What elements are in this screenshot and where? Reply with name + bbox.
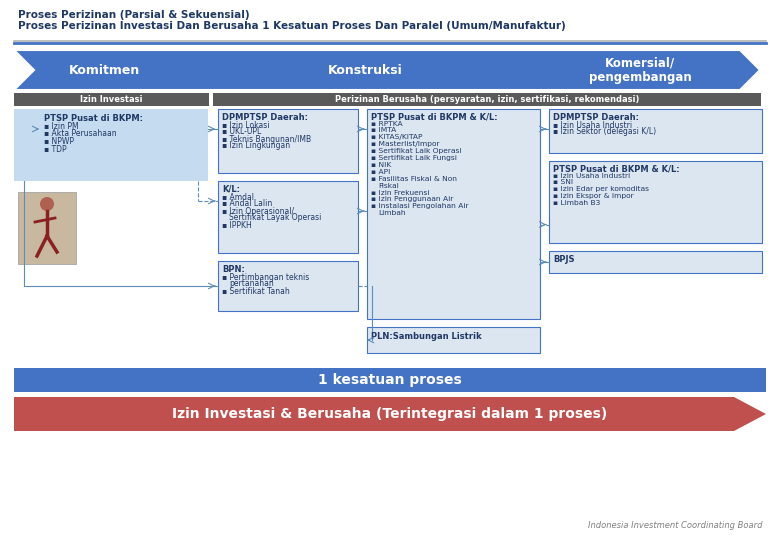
Text: DPMPTSP Daerah:: DPMPTSP Daerah: bbox=[222, 113, 308, 122]
Text: ▪ Izin Sektor (delegasi K/L): ▪ Izin Sektor (delegasi K/L) bbox=[553, 127, 656, 137]
Text: ▪ Teknis Bangunan/IMB: ▪ Teknis Bangunan/IMB bbox=[222, 134, 311, 144]
Bar bbox=[218, 109, 358, 173]
Text: Proses Perizinan Investasi Dan Berusaha 1 Kesatuan Proses Dan Paralel (Umum/Manu: Proses Perizinan Investasi Dan Berusaha … bbox=[18, 21, 566, 31]
Text: ▪ SNI: ▪ SNI bbox=[553, 179, 573, 185]
Text: ▪ Izin Penggunaan Air: ▪ Izin Penggunaan Air bbox=[371, 197, 453, 202]
Text: ▪ KITAS/KITAP: ▪ KITAS/KITAP bbox=[371, 134, 423, 140]
Bar bbox=[367, 109, 540, 319]
Bar bbox=[18, 192, 76, 264]
Text: ▪ RPTKA: ▪ RPTKA bbox=[371, 120, 402, 126]
Text: ▪ Izin Ekspor & Impor: ▪ Izin Ekspor & Impor bbox=[553, 193, 633, 199]
Text: ▪ Sertifikat Tanah: ▪ Sertifikat Tanah bbox=[222, 287, 289, 295]
Polygon shape bbox=[14, 50, 760, 90]
Text: 1 kesatuan proses: 1 kesatuan proses bbox=[318, 373, 462, 387]
Text: ▪ UKL-UPL: ▪ UKL-UPL bbox=[222, 127, 261, 137]
Text: DPMPTSP Daerah:: DPMPTSP Daerah: bbox=[553, 113, 639, 122]
Text: Konstruksi: Konstruksi bbox=[328, 64, 402, 77]
Text: ▪ NPWP: ▪ NPWP bbox=[44, 137, 74, 146]
Text: ▪ NIK: ▪ NIK bbox=[371, 162, 392, 168]
Text: ▪ Amdal: ▪ Amdal bbox=[222, 192, 254, 201]
Text: ▪ Izin PM: ▪ Izin PM bbox=[44, 122, 79, 131]
Text: PTSP Pusat di BKPM & K/L:: PTSP Pusat di BKPM & K/L: bbox=[371, 113, 498, 122]
Bar bbox=[549, 109, 762, 153]
Text: Komitmen: Komitmen bbox=[69, 64, 140, 77]
Bar bbox=[213, 93, 761, 106]
Bar bbox=[549, 251, 762, 273]
Text: ▪ Izin Operasional/: ▪ Izin Operasional/ bbox=[222, 206, 294, 215]
Text: ▪ Fasilitas Fiskal & Non: ▪ Fasilitas Fiskal & Non bbox=[371, 176, 457, 181]
Text: Izin Investasi & Berusaha (Terintegrasi dalam 1 proses): Izin Investasi & Berusaha (Terintegrasi … bbox=[172, 407, 608, 421]
Text: ▪ Akta Perusahaan: ▪ Akta Perusahaan bbox=[44, 130, 117, 138]
Text: ▪ TDP: ▪ TDP bbox=[44, 145, 66, 153]
Text: Komersial/
pengembangan: Komersial/ pengembangan bbox=[589, 56, 691, 84]
Text: Proses Perizinan (Parsial & Sekuensial): Proses Perizinan (Parsial & Sekuensial) bbox=[18, 10, 250, 20]
Text: ▪ Limbah B3: ▪ Limbah B3 bbox=[553, 200, 601, 206]
Text: Sertifikat Layak Operasi: Sertifikat Layak Operasi bbox=[229, 213, 321, 222]
Text: Perizinan Berusaha (persyaratan, izin, sertifikasi, rekomendasi): Perizinan Berusaha (persyaratan, izin, s… bbox=[335, 95, 639, 104]
Text: ▪ Izin Lokasi: ▪ Izin Lokasi bbox=[222, 120, 270, 130]
Text: ▪ Izin Edar per komoditas: ▪ Izin Edar per komoditas bbox=[553, 186, 649, 192]
Text: ▪ Izin Usaha Industri: ▪ Izin Usaha Industri bbox=[553, 172, 630, 179]
Text: Limbah: Limbah bbox=[378, 210, 406, 216]
Bar bbox=[218, 181, 358, 253]
Text: ▪ Andal Lalin: ▪ Andal Lalin bbox=[222, 199, 272, 208]
Text: ▪ IMTA: ▪ IMTA bbox=[371, 127, 396, 133]
Text: BPN:: BPN: bbox=[222, 265, 245, 274]
Text: PTSP Pusat di BKPM:: PTSP Pusat di BKPM: bbox=[44, 114, 143, 123]
Circle shape bbox=[40, 197, 54, 211]
Text: ▪ Izin Frekuensi: ▪ Izin Frekuensi bbox=[371, 190, 430, 195]
Bar bbox=[14, 93, 209, 106]
Text: ▪ Sertifikat Laik Operasi: ▪ Sertifikat Laik Operasi bbox=[371, 148, 462, 154]
Text: pertanahan: pertanahan bbox=[229, 280, 274, 288]
Text: PLN:Sambungan Listrik: PLN:Sambungan Listrik bbox=[371, 332, 481, 341]
Bar bbox=[549, 161, 762, 243]
Text: ▪ Masterlist/Impor: ▪ Masterlist/Impor bbox=[371, 141, 439, 147]
Polygon shape bbox=[14, 397, 766, 431]
Text: BPJS: BPJS bbox=[553, 255, 575, 264]
Text: PTSP Pusat di BKPM & K/L:: PTSP Pusat di BKPM & K/L: bbox=[553, 165, 679, 174]
Text: ▪ Pertimbangan teknis: ▪ Pertimbangan teknis bbox=[222, 273, 309, 281]
Text: ▪ Izin Lingkungan: ▪ Izin Lingkungan bbox=[222, 141, 290, 151]
Text: ▪ Sertifikat Laik Fungsi: ▪ Sertifikat Laik Fungsi bbox=[371, 155, 457, 161]
Bar bbox=[218, 261, 358, 311]
Text: ▪ Izin Usaha Industri: ▪ Izin Usaha Industri bbox=[553, 120, 632, 130]
Bar bbox=[14, 368, 766, 392]
Text: ▪ IPPKH: ▪ IPPKH bbox=[222, 220, 252, 230]
Bar bbox=[14, 109, 208, 181]
Text: K/L:: K/L: bbox=[222, 185, 240, 194]
Text: Indonesia Investment Coordinating Board: Indonesia Investment Coordinating Board bbox=[587, 521, 762, 530]
Text: Fiskal: Fiskal bbox=[378, 183, 399, 188]
Bar bbox=[367, 327, 540, 353]
Text: ▪ API: ▪ API bbox=[371, 169, 390, 175]
Text: Izin Investasi: Izin Investasi bbox=[80, 95, 142, 104]
Text: ▪ Instalasi Pengolahan Air: ▪ Instalasi Pengolahan Air bbox=[371, 203, 469, 210]
